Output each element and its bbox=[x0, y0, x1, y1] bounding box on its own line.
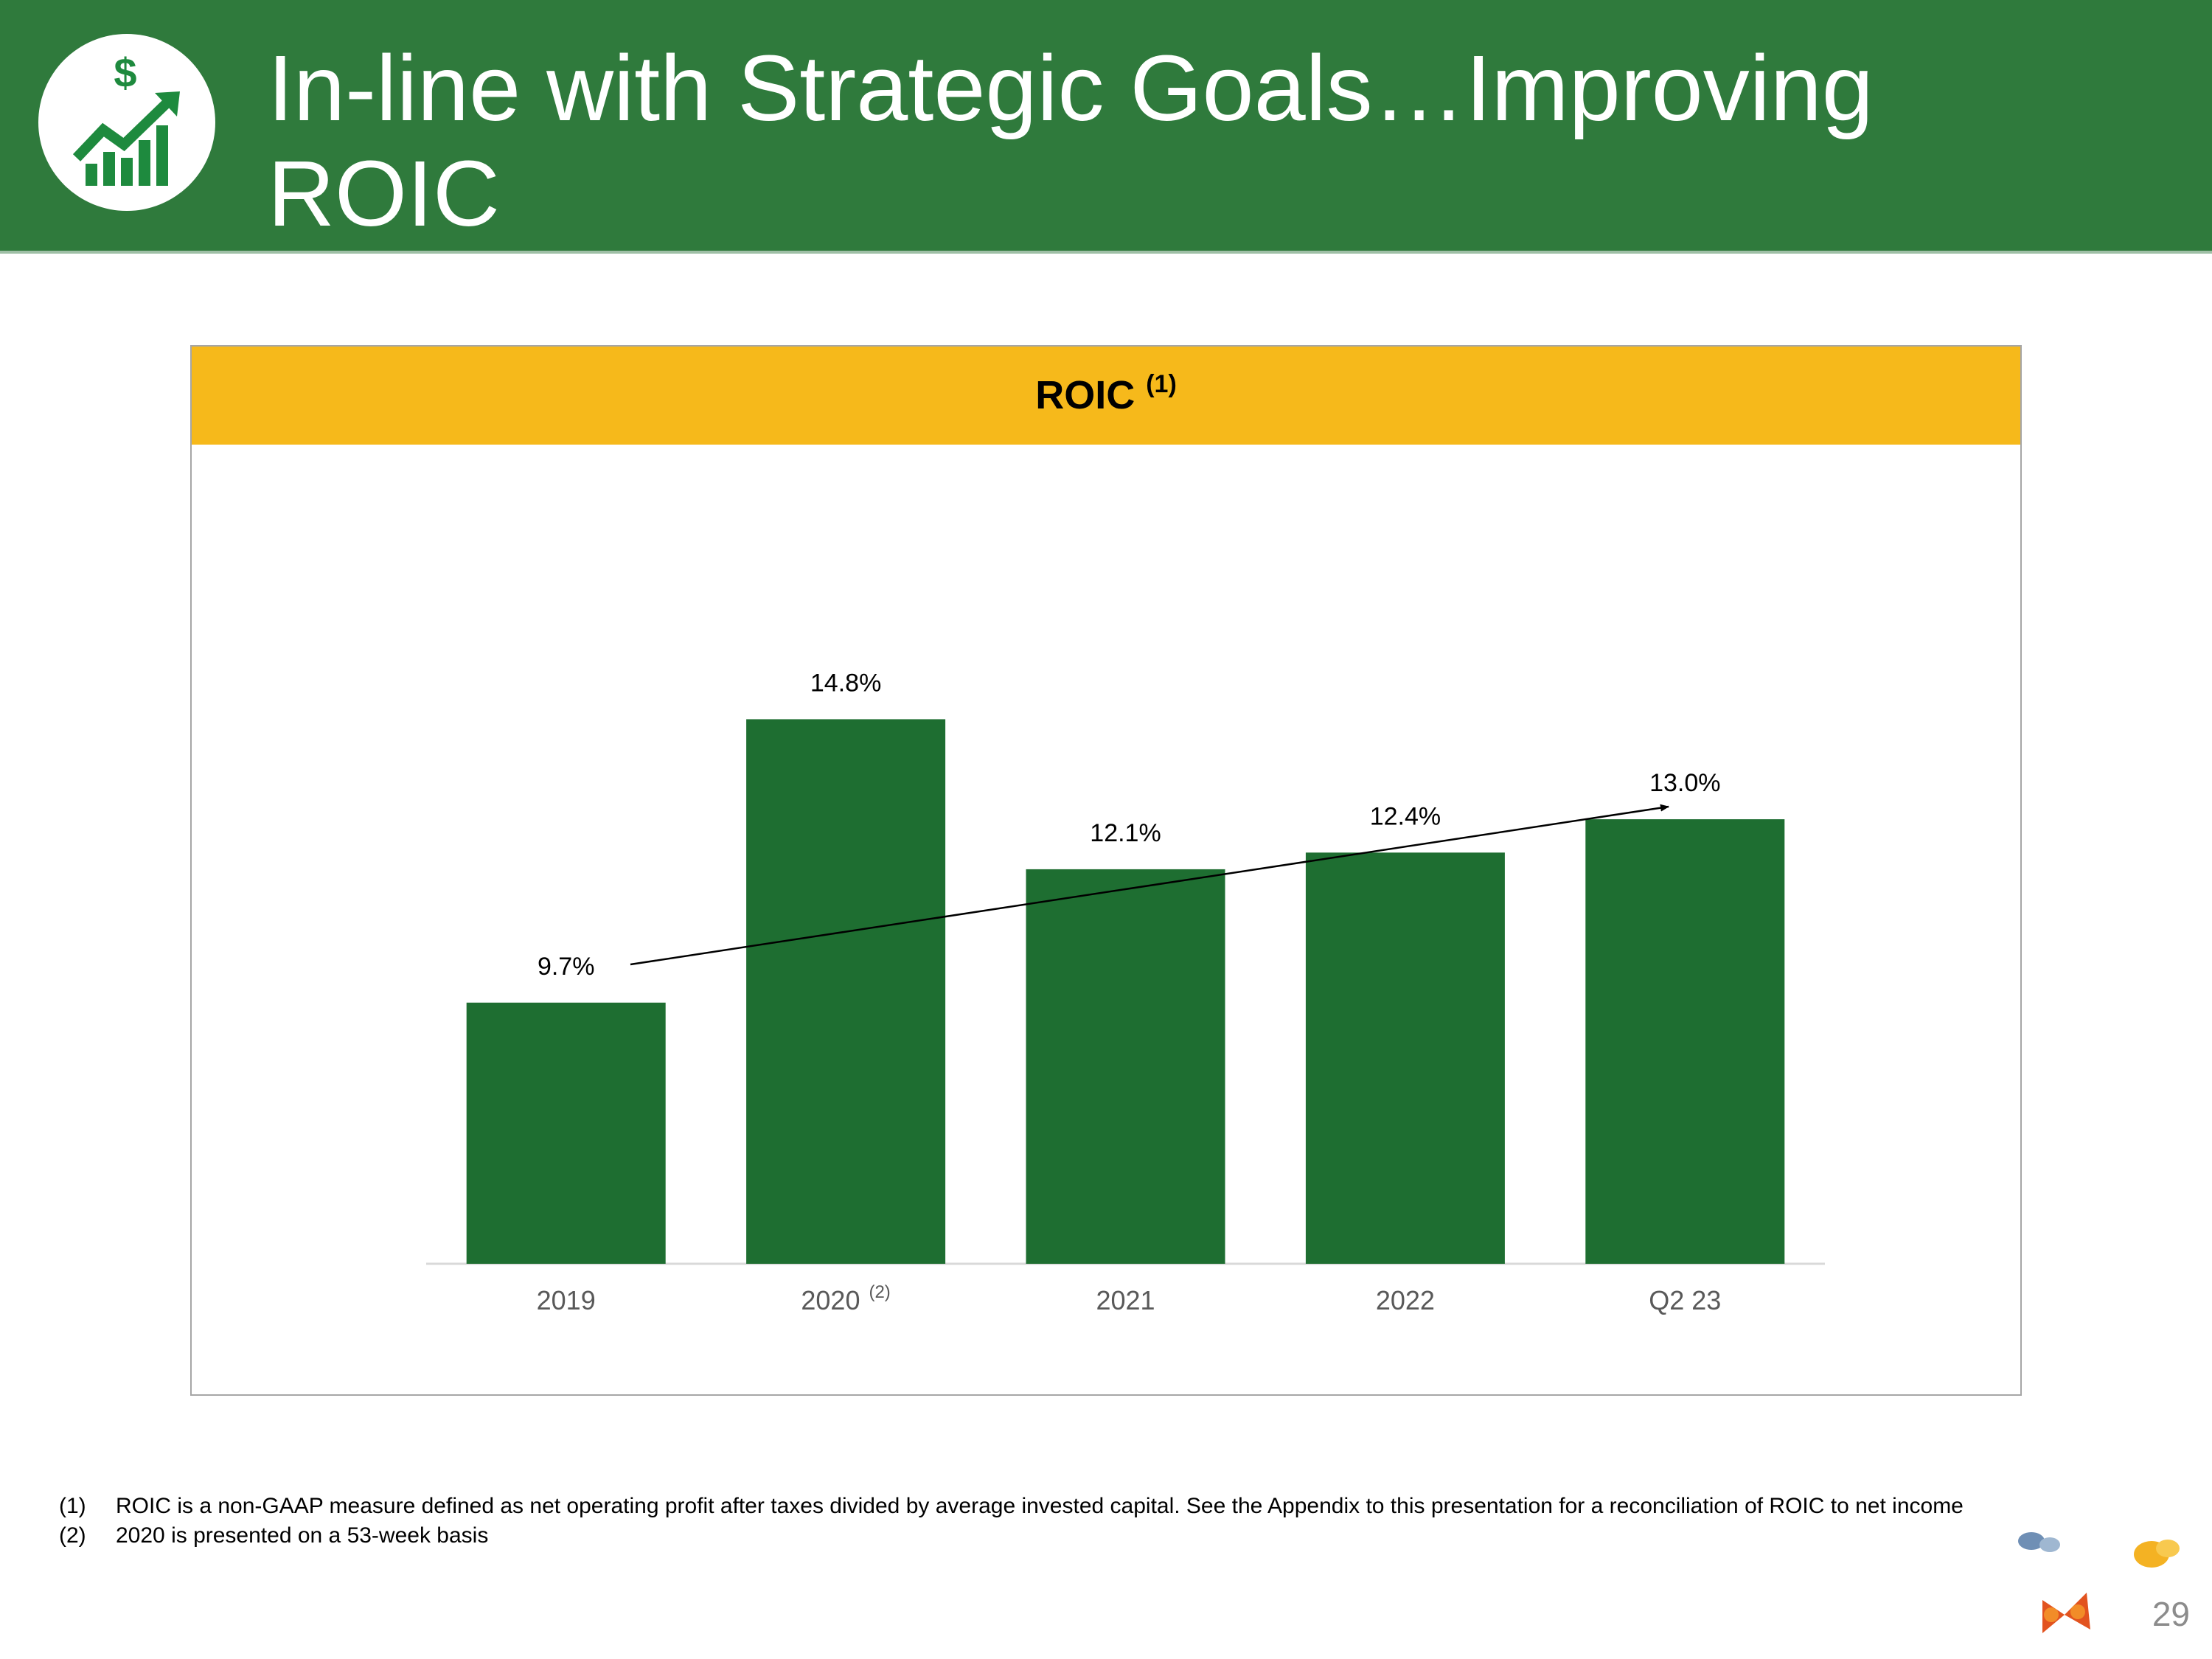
bar bbox=[746, 719, 946, 1264]
x-tick-label: 2020 (2) bbox=[801, 1282, 890, 1315]
x-tick-text: 2019 bbox=[537, 1285, 596, 1315]
svg-text:$: $ bbox=[114, 49, 136, 96]
chart-title: ROIC (1) bbox=[1035, 370, 1177, 417]
bar bbox=[1026, 869, 1225, 1264]
header-icon: $ bbox=[38, 34, 215, 211]
x-tick-label: 2022 bbox=[1376, 1285, 1435, 1315]
x-tick-text: 2022 bbox=[1376, 1285, 1435, 1315]
data-label: 14.8% bbox=[810, 669, 881, 697]
data-label: 9.7% bbox=[538, 953, 595, 981]
footnote-marker: (1) bbox=[59, 1494, 86, 1518]
data-label: 12.1% bbox=[1090, 819, 1161, 847]
plot: 9.7% 2019 14.8% 2020 (2) 12.1% 2021 12.4% 2022 13… bbox=[426, 669, 1825, 1315]
bar bbox=[1585, 819, 1785, 1264]
decoration bbox=[2018, 1532, 2180, 1633]
x-tick-superscript: (2) bbox=[869, 1282, 890, 1302]
page-number: 29 bbox=[2152, 1595, 2190, 1633]
x-tick-label: 2021 bbox=[1096, 1285, 1155, 1315]
chart-title-superscript: (1) bbox=[1146, 370, 1177, 398]
bar bbox=[1305, 852, 1505, 1264]
data-label: 13.0% bbox=[1649, 769, 1720, 797]
data-label: 12.4% bbox=[1370, 802, 1441, 830]
footnote-text: ROIC is a non-GAAP measure defined as ne… bbox=[116, 1494, 1964, 1518]
x-tick-text: Q2 23 bbox=[1649, 1285, 1721, 1315]
footnote-text: 2020 is presented on a 53-week basis bbox=[116, 1523, 488, 1548]
header-band bbox=[0, 0, 2212, 251]
chart-title-text: ROIC bbox=[1035, 373, 1135, 417]
footnotes: (1) ROIC is a non-GAAP measure defined as… bbox=[59, 1494, 1964, 1548]
x-tick-label: Q2 23 bbox=[1649, 1285, 1721, 1315]
bar bbox=[466, 1002, 666, 1264]
header-rule bbox=[0, 251, 2212, 254]
chart-title-band bbox=[192, 347, 2020, 445]
header-title: In-line with Strategic Goals…Improving bbox=[268, 36, 1874, 140]
header-title: ROIC bbox=[268, 142, 500, 246]
trend-arrow bbox=[630, 804, 1669, 966]
x-tick-text: 2021 bbox=[1096, 1285, 1155, 1315]
footnote-marker: (2) bbox=[59, 1523, 86, 1548]
x-tick-label: 2019 bbox=[537, 1285, 596, 1315]
x-tick-text: 2020 bbox=[801, 1285, 860, 1315]
